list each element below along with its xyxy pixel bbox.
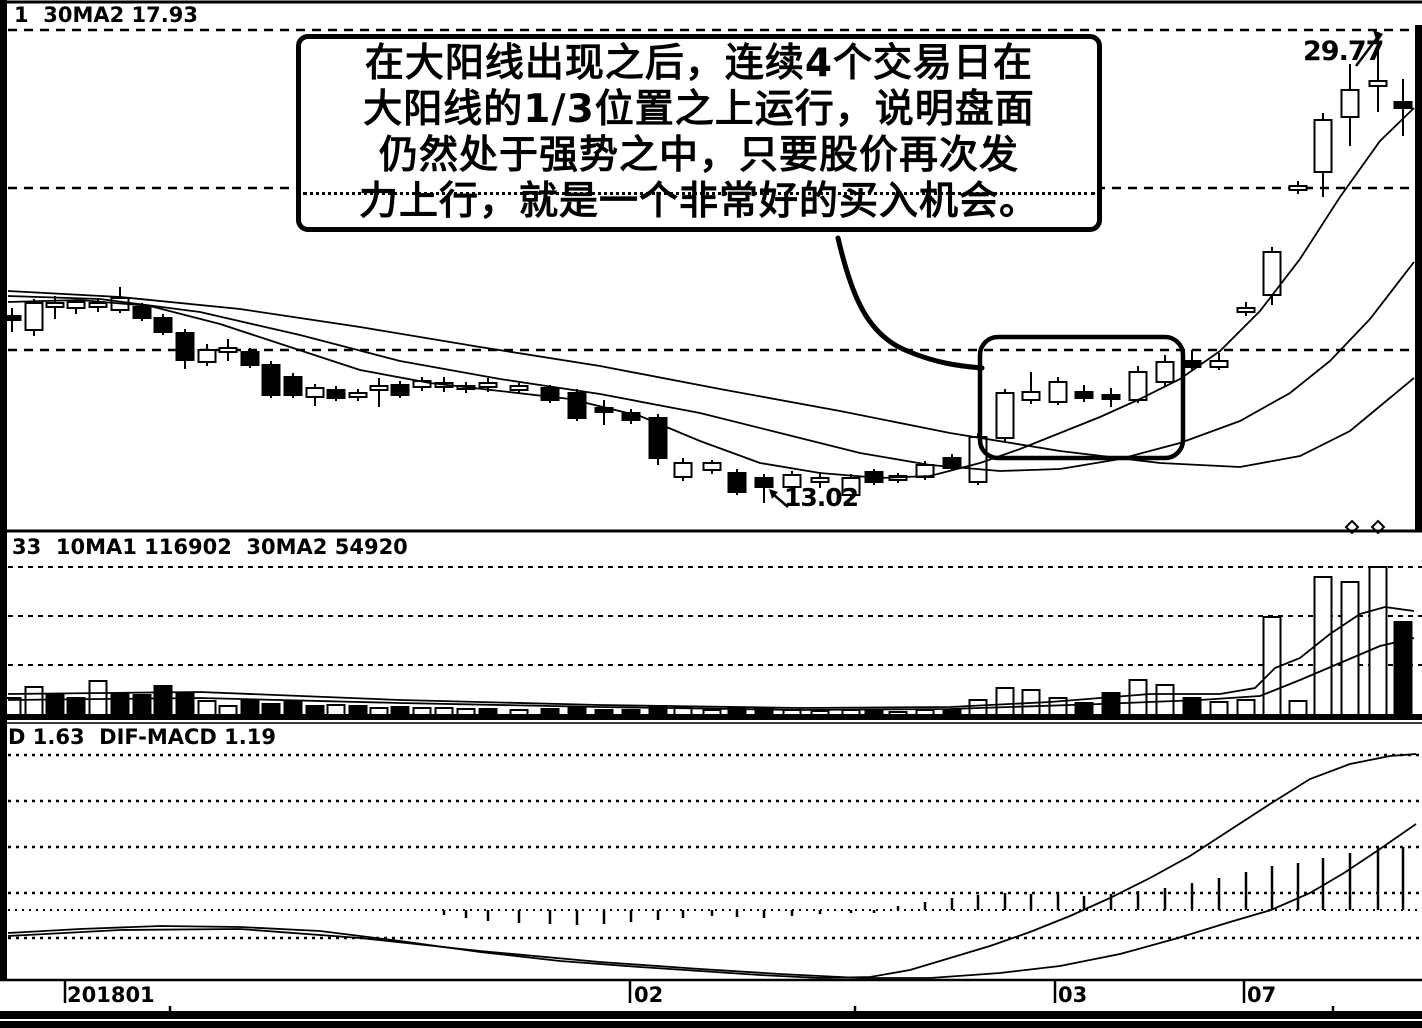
highlight-box xyxy=(977,334,1186,461)
candle-body xyxy=(197,349,217,363)
candle-body xyxy=(727,472,747,493)
low-arrow xyxy=(773,494,789,508)
candle-body xyxy=(1101,394,1121,400)
candle-body xyxy=(369,385,389,391)
candle-body xyxy=(567,392,587,419)
price-panel-indicator-label: 1 30MA2 17.93 xyxy=(14,3,198,27)
volume-bar xyxy=(1393,621,1413,719)
candle-body xyxy=(261,364,281,396)
candle-body xyxy=(810,477,830,483)
volume-bar xyxy=(1128,679,1148,719)
annotation-line: 大阳线的1/3位置之上运行，说明盘面 xyxy=(363,87,1035,132)
candle-body xyxy=(1048,381,1068,403)
candle-body xyxy=(673,462,693,478)
candle-body xyxy=(1236,307,1256,313)
x-axis-label-07: 07 xyxy=(1247,983,1277,1007)
volume-bar xyxy=(995,687,1015,719)
candle-body xyxy=(702,462,722,471)
candle-body xyxy=(968,436,988,483)
candle-body xyxy=(45,302,65,308)
candle-body xyxy=(942,457,962,469)
candle-body xyxy=(1313,119,1333,173)
ma-mid xyxy=(7,261,1415,472)
annotation-line: 在大阳线出现之后，连续4个交易日在 xyxy=(364,41,1034,86)
volume-bar xyxy=(1313,576,1333,719)
peak-arrow xyxy=(1355,37,1378,67)
candle-body xyxy=(283,376,303,396)
annotation-line: 仍然处于强势之中，只要股价再次发 xyxy=(378,133,1019,178)
candle-body xyxy=(153,317,173,333)
annotation-callout-box: 在大阳线出现之后，连续4个交易日在 大阳线的1/3位置之上运行，说明盘面 仍然处… xyxy=(296,34,1102,232)
candle-body xyxy=(218,347,238,353)
candle-body xyxy=(348,392,368,398)
candle-body xyxy=(478,382,498,388)
candle-body xyxy=(1021,391,1041,401)
left-frame xyxy=(0,0,7,981)
candle-body xyxy=(1340,89,1360,118)
candle-body xyxy=(326,389,346,399)
dea-line xyxy=(7,823,1417,979)
volume-panel-indicator-label: 33 10MA1 116902 30MA2 54920 xyxy=(12,535,408,559)
volume-bar xyxy=(1340,581,1360,719)
macd-panel-indicator-label: D 1.63 DIF-MACD 1.19 xyxy=(8,725,276,749)
annotation-line: 力上行，就是一个非常好的买入机会。 xyxy=(358,179,1039,224)
callout-pointer xyxy=(835,235,985,371)
candle-body xyxy=(240,351,260,366)
candle-body xyxy=(995,392,1015,439)
volume-bar xyxy=(1368,566,1388,719)
x-axis-label-201801: 201801 xyxy=(67,983,155,1007)
peak-price-label: 29.77 xyxy=(1303,36,1384,67)
bottom-frame-bar2 xyxy=(0,1021,1422,1028)
candle-body xyxy=(1155,361,1175,383)
candle-body xyxy=(1209,360,1229,368)
peak-arrow-head xyxy=(1373,30,1383,43)
candle-body xyxy=(1288,185,1308,191)
candle-body xyxy=(305,387,325,398)
candle-body xyxy=(390,384,410,396)
low-price-label: 13.02 xyxy=(784,483,859,512)
right-frame xyxy=(1415,25,1422,531)
candle-body xyxy=(88,302,108,308)
ma-slow xyxy=(7,290,1415,468)
x-axis-label-03: 03 xyxy=(1058,983,1088,1007)
candle-body xyxy=(175,332,195,361)
volume-bar xyxy=(153,685,173,719)
candle-body xyxy=(1074,391,1094,399)
candle-body xyxy=(841,477,861,496)
bottom-frame-bar xyxy=(0,1011,1422,1019)
candle-body xyxy=(1393,101,1413,109)
volume-bar xyxy=(24,686,44,719)
candle-body xyxy=(754,477,774,488)
candle-body xyxy=(1128,371,1148,401)
candle-body xyxy=(66,301,86,309)
vol-ma10 xyxy=(7,606,1415,709)
low-arrow-head xyxy=(769,489,778,499)
volume-baseline-bar xyxy=(0,714,1422,720)
candle-body xyxy=(648,417,668,459)
gridline-through-box xyxy=(303,192,1095,195)
candle-body xyxy=(509,385,529,391)
x-axis-label-02: 02 xyxy=(634,983,664,1007)
vol-ma30 xyxy=(7,637,1415,711)
candle-body xyxy=(782,474,802,488)
ma-fast xyxy=(7,107,1415,479)
candle-body xyxy=(132,306,152,319)
dif-line xyxy=(7,753,1417,979)
candle-body xyxy=(24,302,44,331)
candle-body xyxy=(1368,80,1388,87)
